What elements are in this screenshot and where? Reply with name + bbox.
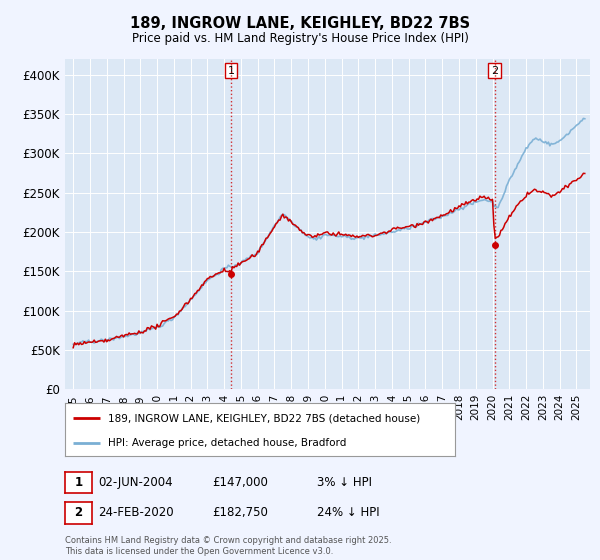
Text: 189, INGROW LANE, KEIGHLEY, BD22 7BS: 189, INGROW LANE, KEIGHLEY, BD22 7BS [130,16,470,31]
Text: Price paid vs. HM Land Registry's House Price Index (HPI): Price paid vs. HM Land Registry's House … [131,32,469,45]
Text: £147,000: £147,000 [212,475,268,489]
Text: £182,750: £182,750 [212,506,268,520]
Text: 1: 1 [74,475,82,489]
Text: 2: 2 [491,66,498,76]
Text: 1: 1 [227,66,235,76]
Text: Contains HM Land Registry data © Crown copyright and database right 2025.
This d: Contains HM Land Registry data © Crown c… [65,536,391,556]
Text: 3% ↓ HPI: 3% ↓ HPI [317,475,372,489]
Text: HPI: Average price, detached house, Bradford: HPI: Average price, detached house, Brad… [108,438,346,448]
Text: 24% ↓ HPI: 24% ↓ HPI [317,506,379,520]
Text: 189, INGROW LANE, KEIGHLEY, BD22 7BS (detached house): 189, INGROW LANE, KEIGHLEY, BD22 7BS (de… [108,413,420,423]
Text: 2: 2 [74,506,82,520]
Text: 02-JUN-2004: 02-JUN-2004 [98,475,172,489]
Text: 24-FEB-2020: 24-FEB-2020 [98,506,173,520]
